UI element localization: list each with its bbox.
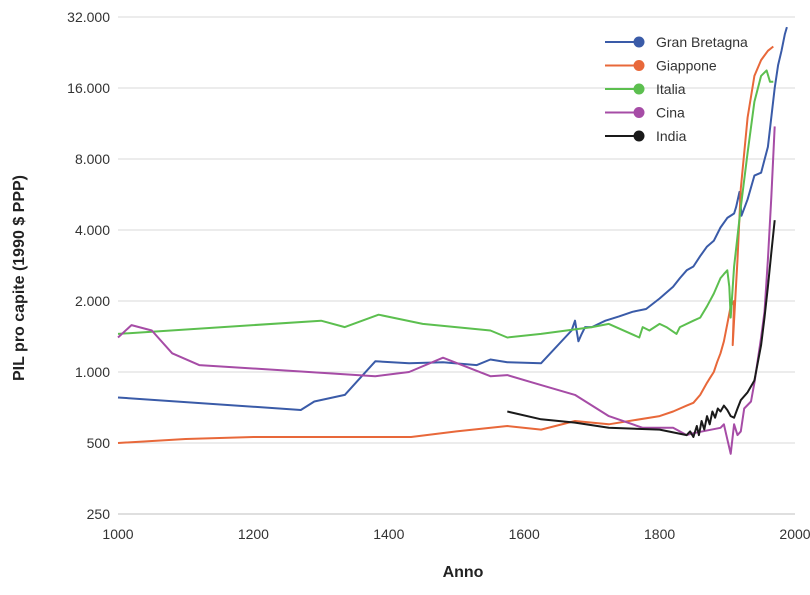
y-tick-label: 500: [87, 435, 111, 451]
series-line-india: [507, 220, 776, 438]
legend-marker: [633, 36, 645, 48]
legend-label: Giappone: [656, 58, 717, 74]
x-tick-labels: 1000 1200 1400 1600 1800 2000: [102, 526, 810, 542]
x-axis-label: Anno: [443, 564, 484, 581]
y-tick-label: 32.000: [67, 9, 110, 25]
legend-marker: [633, 60, 645, 71]
y-axis-label: PIL pro capite (1990 $ PPP): [11, 175, 28, 381]
x-tick-label: 1600: [509, 526, 540, 542]
y-tick-label: 8.000: [75, 151, 110, 167]
x-tick-label: 1800: [644, 526, 675, 542]
legend-marker: [633, 130, 645, 142]
series-line-italia: [117, 69, 774, 339]
series-line-gran-bretagna: [117, 26, 788, 411]
series-line-giappone: [117, 45, 774, 444]
x-tick-label: 1400: [373, 526, 404, 542]
y-tick-label: 250: [87, 506, 111, 522]
y-tick-label: 2.000: [75, 293, 110, 309]
y-tick-label: 1.000: [75, 364, 110, 380]
y-tick-label: 16.000: [67, 80, 110, 96]
legend-marker: [633, 107, 645, 118]
legend-marker: [633, 83, 645, 95]
series-line-cina: [117, 126, 776, 455]
x-tick-label: 1000: [102, 526, 133, 542]
legend-label: Gran Bretagna: [656, 34, 748, 50]
legend-label: Cina: [656, 105, 685, 121]
x-tick-label: 2000: [779, 526, 810, 542]
x-tick-label: 1200: [238, 526, 269, 542]
legend-label: India: [656, 128, 687, 144]
legend: Gran Bretagna Giappone Italia Cina India: [605, 34, 748, 144]
y-tick-labels: 250 500 1.000 2.000 4.000 8.000 16.000 32.000: [67, 9, 110, 522]
gridlines: [118, 16, 795, 444]
legend-label: Italia: [656, 81, 686, 97]
series-lines: [117, 26, 788, 455]
y-tick-label: 4.000: [75, 222, 110, 238]
